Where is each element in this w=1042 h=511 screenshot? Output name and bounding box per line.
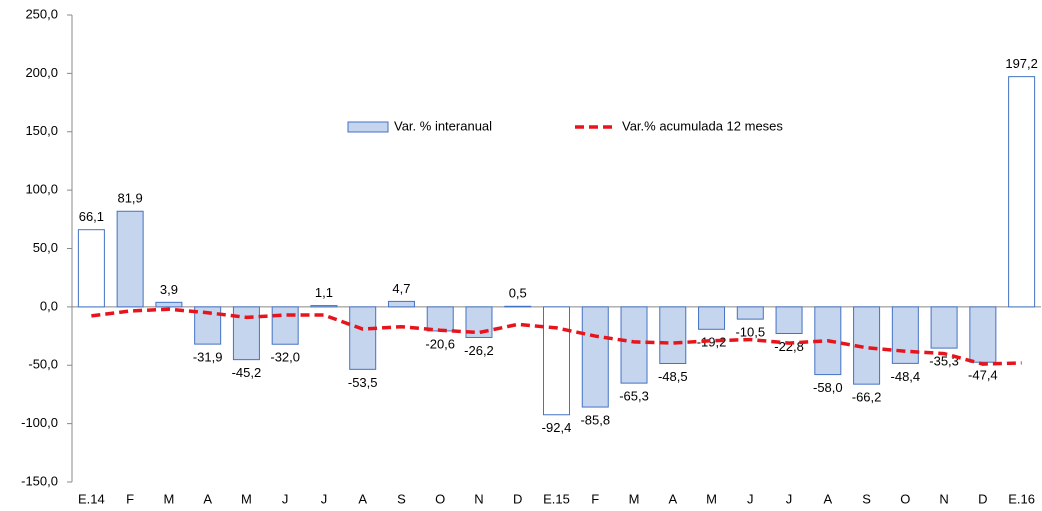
data-label: -19,2: [697, 335, 727, 350]
bar: [1008, 76, 1036, 308]
bar: [504, 305, 532, 308]
y-tick-label: 150,0: [25, 123, 58, 138]
x-tick-label: A: [358, 491, 367, 506]
bar: [426, 306, 454, 332]
bar: [271, 306, 299, 345]
data-label: -20,6: [425, 336, 455, 351]
data-label: 0,5: [509, 286, 527, 301]
bar: [116, 210, 144, 308]
data-label: -32,0: [270, 350, 300, 365]
x-tick-label: S: [397, 491, 406, 506]
data-label: -35,3: [929, 354, 959, 369]
y-tick-label: 200,0: [25, 65, 58, 80]
x-tick-label: E.14: [78, 491, 105, 506]
bar: [775, 306, 803, 334]
legend-label: Var.% acumulada 12 meses: [622, 118, 783, 133]
legend-label: Var. % interanual: [394, 118, 492, 133]
data-label: 66,1: [79, 209, 104, 224]
x-tick-label: O: [900, 491, 910, 506]
data-label: -48,5: [658, 369, 688, 384]
y-tick-label: -150,0: [21, 473, 58, 488]
bar: [698, 306, 726, 330]
x-tick-label: M: [163, 491, 174, 506]
y-tick-label: 0,0: [40, 298, 58, 313]
data-label: -26,2: [464, 343, 494, 358]
bar: [969, 306, 997, 363]
data-label: -22,8: [774, 339, 804, 354]
x-tick-label: F: [591, 491, 599, 506]
y-tick-label: -100,0: [21, 415, 58, 430]
bar: [349, 306, 377, 370]
data-label: -45,2: [232, 365, 262, 380]
bar: [620, 306, 648, 384]
x-tick-label: J: [321, 491, 328, 506]
y-tick-label: 100,0: [25, 182, 58, 197]
data-label: -92,4: [542, 420, 572, 435]
data-label: -65,3: [619, 389, 649, 404]
line: [91, 307, 1022, 366]
x-tick-label: M: [241, 491, 252, 506]
x-tick-label: A: [668, 491, 677, 506]
bar: [387, 300, 415, 308]
y-tick-label: 250,0: [25, 6, 58, 21]
bar: [155, 301, 183, 308]
x-tick-label: J: [786, 491, 793, 506]
x-tick-label: N: [939, 491, 948, 506]
data-label: -58,0: [813, 380, 843, 395]
data-label: 1,1: [315, 285, 333, 300]
bar: [930, 306, 958, 349]
x-tick-label: A: [203, 491, 212, 506]
data-label: -66,2: [852, 390, 882, 405]
bar: [659, 306, 687, 364]
data-label: -85,8: [580, 412, 610, 427]
data-label: -47,4: [968, 368, 998, 383]
data-label: 4,7: [392, 281, 410, 296]
data-label: 81,9: [117, 191, 142, 206]
x-tick-label: O: [435, 491, 445, 506]
bar: [310, 305, 338, 308]
x-tick-label: M: [629, 491, 640, 506]
x-tick-label: D: [978, 491, 987, 506]
legend-swatch: [347, 121, 389, 133]
x-tick-label: E.16: [1008, 491, 1035, 506]
x-tick-label: J: [282, 491, 289, 506]
bar: [891, 306, 919, 364]
x-tick-label: F: [126, 491, 134, 506]
x-tick-label: M: [706, 491, 717, 506]
data-label: -10,5: [735, 325, 765, 340]
data-label: -53,5: [348, 375, 378, 390]
data-label: -31,9: [193, 350, 223, 365]
y-tick-label: -50,0: [28, 357, 58, 372]
x-tick-label: S: [862, 491, 871, 506]
x-tick-label: D: [513, 491, 522, 506]
y-tick-label: 50,0: [33, 240, 58, 255]
data-label: 3,9: [160, 282, 178, 297]
x-tick-label: N: [474, 491, 483, 506]
x-tick-label: J: [747, 491, 754, 506]
bar: [543, 306, 570, 416]
data-label: 197,2: [1005, 56, 1038, 71]
x-tick-label: A: [823, 491, 832, 506]
bar: [581, 306, 609, 408]
x-tick-label: E.15: [543, 491, 570, 506]
bar: [736, 306, 764, 320]
data-label: -48,4: [891, 369, 921, 384]
bar: [77, 229, 105, 308]
